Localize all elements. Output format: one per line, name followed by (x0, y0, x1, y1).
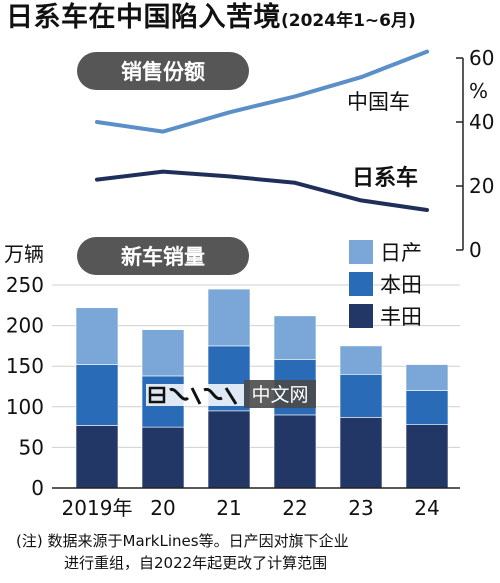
share-chart: 销售份额 0 20 40 60 % 中国车 日系车 (77, 46, 494, 262)
sales-y-tick-label: 200 (6, 314, 44, 338)
sales-x-tick-label: 23 (348, 496, 373, 520)
sales-y-unit: 万辆 (4, 242, 44, 266)
bar-segment-toyota (273, 414, 317, 489)
footnote-line-1: 数据来源于MarkLines等。日产因对旗下企业 (47, 532, 349, 550)
share-title-pill (77, 52, 249, 90)
bar-segment-nissan (141, 329, 185, 377)
share-y-tick-label: 20 (469, 174, 494, 198)
footnote-line-2: 进行重组，自2022年起更改了计算范围 (64, 554, 328, 572)
sales-x-tick-label: 24 (414, 496, 439, 520)
bar-segment-honda (405, 390, 449, 425)
series-line-china-cars (95, 49, 429, 134)
legend-swatch (349, 272, 373, 296)
chart-title-main: 日系车在中国陷入苦境 (6, 2, 281, 33)
share-title: 销售份额 (121, 60, 205, 84)
series-line-japanese-cars (95, 169, 429, 212)
sales-y-tick-label: 50 (19, 435, 44, 459)
bar-segment-honda (75, 364, 119, 426)
sales-y-tick-label: 150 (6, 354, 44, 378)
share-y-tick-label: 0 (469, 238, 482, 262)
bar-segment-toyota (75, 425, 119, 489)
series-label-japanese-cars: 日系车 (352, 165, 418, 191)
sales-y-tick-label: 100 (6, 395, 44, 419)
share-y-unit: % (469, 79, 488, 103)
chart-canvas: 销售份额 0 20 40 60 % 中国车 日系车 新车销量 万辆 0 50 100 150… (4, 46, 494, 520)
legend-swatch (349, 240, 373, 264)
sales-y-ticks: 0 50 100 150 200 250 (6, 273, 44, 500)
legend-label: 日产 (380, 241, 422, 265)
bar-segment-nissan (273, 315, 317, 361)
bar-segment-toyota (141, 426, 185, 489)
sales-y-tick-label: 250 (6, 273, 44, 297)
sales-x-tick-label: 2019年 (62, 496, 133, 520)
watermark-text-bg (244, 380, 316, 408)
watermark-logo-script (169, 387, 238, 405)
bar-segment-toyota (339, 417, 383, 489)
bar-segment-toyota (207, 410, 251, 489)
share-y-ticks: 0 20 40 60 (456, 46, 494, 262)
bar-segment-nissan (405, 364, 449, 391)
legend-label: 本田 (380, 273, 422, 297)
chart-title-period: (2024年1~6月) (281, 11, 416, 31)
sales-x-tick-label: 20 (150, 496, 175, 520)
series-label-china-cars: 中国车 (347, 90, 410, 114)
sales-x-ticks: 2019年 20 21 22 23 24 (62, 496, 440, 520)
watermark: 中文网 (146, 380, 316, 408)
bar-segment-nissan (339, 345, 383, 375)
bar-segment-nissan (75, 307, 119, 365)
bar-segment-honda (339, 374, 383, 418)
sales-title-pill (77, 237, 249, 275)
watermark-text: 中文网 (251, 384, 308, 406)
sales-y-tick-label: 0 (31, 476, 44, 500)
sales-x-tick-label: 22 (282, 496, 307, 520)
chart-title: 日系车在中国陷入苦境(2024年1~6月) (6, 4, 416, 31)
legend-label: 丰田 (380, 305, 422, 329)
share-y-tick-label: 60 (469, 46, 494, 70)
bar-segment-toyota (405, 424, 449, 489)
legend-swatch (349, 304, 373, 328)
footnote-prefix: (注) (16, 532, 43, 550)
sales-title: 新车销量 (121, 245, 205, 269)
sales-x-tick-label: 21 (216, 496, 241, 520)
bar-segment-nissan (207, 288, 251, 347)
share-y-tick-label: 40 (469, 110, 494, 134)
footnote: (注) 数据来源于MarkLines等。日产因对旗下企业 进行重组，自2022年… (16, 530, 349, 574)
